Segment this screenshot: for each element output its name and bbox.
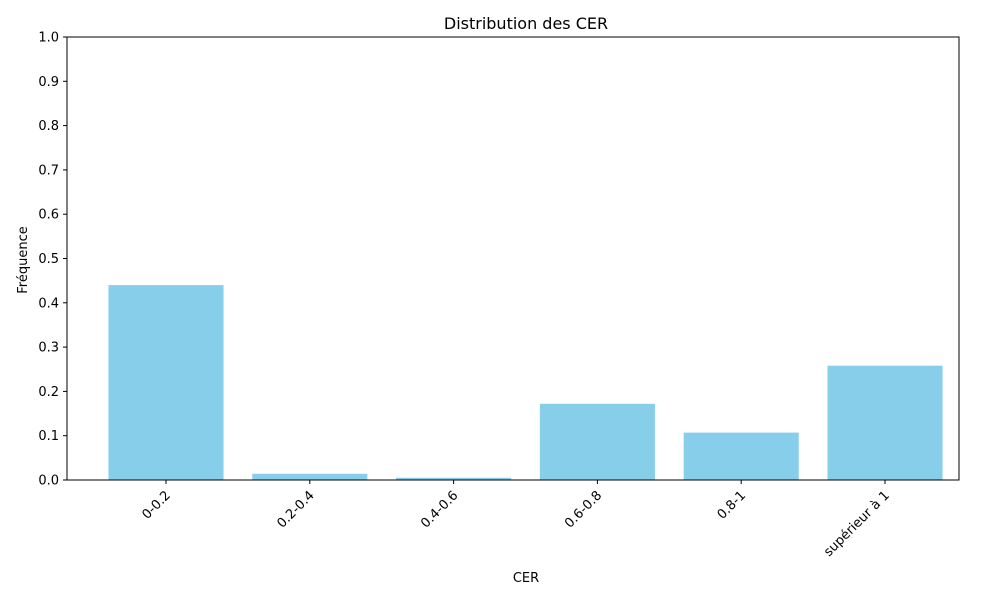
bar [539, 403, 655, 480]
plot-area [66, 36, 960, 481]
x-tick-label: 0.8-1 [715, 488, 749, 522]
x-axis: 0-0.2 0.2-0.4 0.4-0.6 0.6-0.8 0.8-1 supérieur… [139, 480, 893, 560]
y-tick-label: 0.3 [38, 341, 59, 356]
bar [252, 473, 368, 480]
bar [396, 477, 512, 480]
y-axis-label: Fréquence [16, 226, 31, 293]
chart-title: Distribution des CER [444, 14, 608, 33]
y-tick-label: 1.0 [38, 31, 59, 46]
bar [108, 285, 224, 480]
x-tick-label: 0-0.2 [139, 488, 173, 522]
x-tick-label: 0.6-0.8 [562, 488, 605, 531]
bar [683, 432, 799, 480]
y-tick-label: 0.1 [38, 429, 59, 444]
y-tick-label: 0.2 [38, 385, 59, 400]
x-tick-label: 0.4-0.6 [418, 488, 461, 531]
y-tick-label: 0.6 [38, 208, 59, 223]
y-tick-label: 0.9 [38, 75, 59, 90]
x-tick-label: 0.2-0.4 [274, 488, 317, 531]
y-tick-label: 0.4 [38, 296, 59, 311]
y-tick-label: 0.0 [38, 474, 59, 489]
x-tick-label: supérieur à 1 [821, 488, 893, 560]
y-tick-label: 0.5 [38, 252, 59, 267]
y-tick-label: 0.7 [38, 163, 59, 178]
bar [827, 365, 943, 480]
x-axis-label: CER [513, 571, 539, 586]
y-axis: 0.0 0.1 0.2 0.3 0.4 0.5 0.6 0.7 0.8 0.9 1.0 [38, 31, 67, 489]
y-tick-label: 0.8 [38, 119, 59, 134]
